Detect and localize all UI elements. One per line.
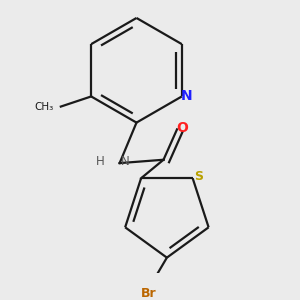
Text: Br: Br bbox=[140, 287, 156, 300]
Text: H: H bbox=[96, 155, 104, 168]
Text: N: N bbox=[181, 89, 193, 103]
Text: CH₃: CH₃ bbox=[34, 102, 53, 112]
Text: O: O bbox=[176, 121, 188, 135]
Text: S: S bbox=[194, 170, 203, 183]
Text: N: N bbox=[121, 155, 130, 168]
